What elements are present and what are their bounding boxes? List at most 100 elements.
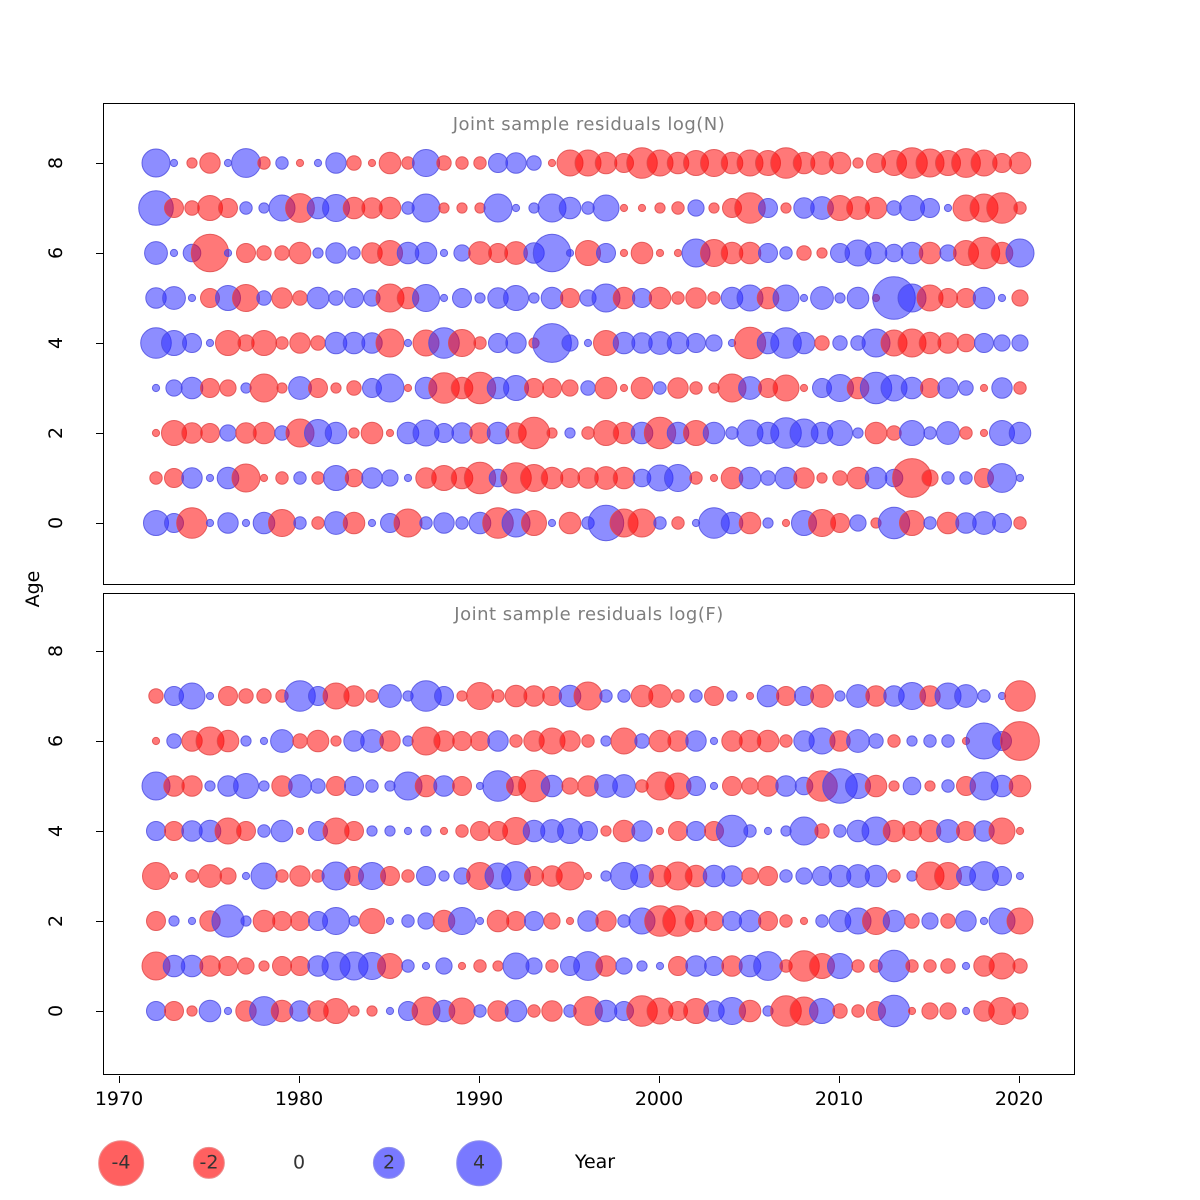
residual-bubble: [164, 468, 184, 488]
x-axis-tick-label: 1980: [274, 1088, 324, 1110]
residual-bubble: [1015, 473, 1025, 483]
residual-bubble: [524, 911, 544, 931]
residual-bubble: [483, 193, 513, 223]
residual-bubble: [832, 335, 848, 351]
residual-bubble: [1011, 334, 1029, 352]
residual-bubble: [311, 471, 325, 485]
residual-bubble: [403, 383, 413, 393]
residual-bubble: [293, 516, 307, 530]
residual-bubble: [993, 334, 1011, 352]
x-axis-tick-mark: [1019, 1076, 1020, 1083]
log-f-bubble-plot: [141, 680, 1040, 1028]
x-axis-tick-label: 2000: [634, 1088, 684, 1110]
residual-bubble: [473, 959, 487, 973]
residual-bubble: [526, 155, 542, 171]
residual-bubble: [868, 733, 884, 749]
residual-bubble: [218, 956, 238, 976]
residual-bubble: [517, 416, 551, 450]
residual-bubble: [671, 201, 685, 215]
residual-bubble: [906, 735, 918, 747]
residual-bubble: [274, 245, 290, 261]
residual-bubble: [215, 330, 241, 356]
residual-bubble: [348, 1005, 360, 1017]
residual-bubble: [757, 775, 779, 797]
residual-bubble: [827, 953, 853, 979]
residual-bubble: [434, 686, 454, 706]
y-axis-tick-label: 0: [45, 1004, 67, 1018]
residual-bubble: [781, 518, 791, 528]
residual-bubble: [738, 999, 762, 1023]
residual-bubble: [594, 999, 618, 1023]
residual-bubble: [988, 952, 1016, 980]
residual-bubble: [708, 202, 720, 214]
y-axis-tick-mark: [96, 163, 103, 164]
residual-bubble: [972, 511, 996, 535]
residual-bubble: [385, 1006, 395, 1016]
residual-bubble: [433, 775, 455, 797]
residual-bubble: [560, 468, 580, 488]
residual-bubble: [709, 473, 719, 483]
residual-bubble: [257, 156, 271, 170]
residual-bubble: [181, 422, 203, 444]
y-axis-tick-label: 8: [45, 644, 67, 658]
residual-bubble: [219, 867, 237, 885]
residual-bubble: [655, 961, 665, 971]
residual-bubble: [920, 378, 940, 398]
residual-bubble: [204, 780, 216, 792]
residual-bubble: [851, 1004, 865, 1018]
residual-bubble: [540, 774, 564, 798]
residual-bubble: [779, 869, 793, 883]
residual-bubble: [1005, 238, 1035, 268]
residual-bubble: [655, 248, 665, 258]
residual-bubble: [256, 290, 272, 306]
residual-bubble: [760, 470, 776, 486]
residual-bubble: [348, 915, 360, 927]
residual-bubble: [882, 819, 906, 843]
residual-bubble: [738, 511, 762, 535]
residual-bubble: [920, 198, 940, 218]
residual-bubble: [772, 284, 800, 312]
residual-bubble: [865, 685, 887, 707]
residual-bubble: [420, 825, 432, 837]
residual-bubble: [991, 377, 1013, 399]
residual-bubble: [275, 336, 289, 350]
residual-bubble: [918, 241, 942, 265]
residual-bubble: [164, 198, 184, 218]
residual-bubble: [249, 373, 279, 403]
legend-label-neg4: -4: [111, 1151, 131, 1174]
residual-bubble: [419, 516, 433, 530]
residual-bubble: [924, 780, 936, 792]
residual-bubble: [619, 248, 629, 258]
residual-bubble: [503, 285, 529, 311]
residual-bubble: [1015, 826, 1025, 836]
residual-bubble: [722, 911, 742, 931]
residual-bubble: [241, 871, 251, 881]
residual-bubble: [619, 383, 629, 393]
y-axis-tick-label: 0: [45, 516, 67, 530]
residual-bubble: [668, 956, 688, 976]
residual-bubble: [292, 290, 308, 306]
legend-label-zero: 0: [292, 1151, 306, 1174]
residual-bubble: [178, 682, 206, 710]
residual-bubble: [756, 729, 780, 753]
residual-bubble: [365, 779, 379, 793]
residual-bubble: [448, 329, 476, 357]
residual-bubble: [864, 774, 888, 798]
residual-bubble: [595, 910, 617, 932]
residual-bubble: [378, 684, 402, 708]
residual-bubble: [452, 731, 472, 751]
residual-bubble: [961, 1006, 971, 1016]
residual-bubble: [236, 243, 256, 263]
residual-bubble: [961, 961, 971, 971]
residual-bubble: [1013, 516, 1027, 530]
residual-bubble: [655, 826, 665, 836]
residual-bubble: [959, 471, 973, 485]
residual-bubble: [190, 233, 230, 273]
residual-bubble: [559, 730, 581, 752]
residual-bubble: [377, 953, 403, 979]
residual-bubble: [521, 510, 547, 536]
residual-bubble: [654, 202, 666, 214]
residual-bubble: [219, 379, 237, 397]
residual-bubble: [776, 686, 796, 706]
residual-bubble: [846, 729, 870, 753]
